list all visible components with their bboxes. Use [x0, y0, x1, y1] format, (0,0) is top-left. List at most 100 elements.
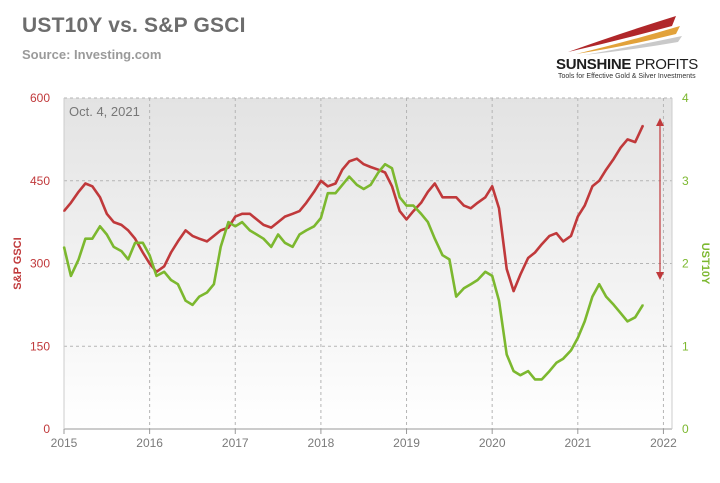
arrow-down-icon: [656, 272, 664, 280]
ust10y-data-point: [427, 221, 429, 223]
ust10y-data-point: [642, 304, 644, 306]
sunshine-profits-logo: SUNSHINE PROFITS Tools for Effective Gol…: [548, 12, 708, 82]
gsci-data-point: [99, 196, 101, 199]
ust10y-data-point: [548, 370, 551, 372]
gsci-data-point: [362, 163, 365, 165]
x-tick-label: 2022: [650, 436, 677, 450]
gsci-data-point: [412, 210, 415, 212]
gsci-data-point: [369, 166, 372, 168]
gsci-data-point: [270, 226, 273, 229]
ust10y-data-point: [198, 295, 201, 298]
ust10y-data-point: [291, 246, 294, 248]
ust10y-data-point: [277, 233, 279, 236]
ust10y-data-point: [491, 275, 494, 277]
gsci-data-point: [534, 251, 536, 254]
ust10y-data-point: [583, 320, 586, 323]
y-right-tick-label: 0: [682, 422, 689, 436]
ust10y-data-point: [470, 283, 472, 286]
gsci-data-point: [134, 237, 136, 240]
ust10y-data-point: [577, 337, 579, 339]
y-left-axis-title: S&P GSCI: [12, 237, 24, 289]
ust10y-data-point: [405, 204, 408, 207]
gsci-data-point: [334, 182, 337, 185]
gsci-data-point: [213, 235, 215, 237]
ust10y-data-point: [241, 221, 243, 223]
ust10y-data-point: [434, 237, 436, 240]
gsci-data-point: [298, 210, 301, 212]
ust10y-data-point: [519, 374, 522, 377]
y-left-tick-label: 600: [30, 91, 50, 105]
gsci-data-point: [642, 124, 644, 127]
y-right-tick-label: 1: [682, 339, 689, 353]
ust10y-data-point: [163, 271, 165, 273]
gsci-data-point: [484, 196, 487, 199]
gsci-data-point: [234, 215, 237, 218]
x-tick-label: 2021: [564, 436, 591, 450]
gsci-data-point: [505, 268, 508, 270]
gsci-data-point: [619, 146, 622, 149]
ust10y-data-point: [512, 370, 515, 372]
ust10y-data-point: [63, 246, 65, 248]
gsci-data-point: [591, 185, 594, 188]
gsci-data-point: [384, 171, 386, 174]
y-right-axis-title: UST10Y: [699, 243, 711, 285]
x-tick-label: 2017: [222, 436, 249, 450]
logo-swoosh-icon: [568, 16, 682, 55]
ust10y-data-point: [341, 184, 344, 186]
gsci-data-point: [491, 185, 494, 188]
gsci-data-point: [420, 202, 422, 204]
ust10y-data-point: [412, 204, 415, 207]
gsci-data-point: [70, 202, 72, 204]
ust10y-data-point: [598, 283, 600, 286]
gsci-data-point: [555, 232, 558, 234]
ust10y-data-point: [498, 299, 500, 302]
y-right-tick-label: 2: [682, 257, 689, 271]
gsci-data-point: [398, 210, 401, 212]
ust10y-data-point: [70, 275, 72, 277]
ust10y-data-point: [213, 283, 215, 286]
ust10y-data-point: [148, 254, 151, 256]
gsci-data-point: [127, 229, 129, 232]
logo-tagline: Tools for Effective Gold & Silver Invest…: [558, 73, 696, 80]
ust10y-data-point: [184, 299, 187, 302]
ust10y-data-point: [327, 192, 329, 194]
ust10y-data-point: [362, 188, 365, 190]
gsci-data-point: [291, 213, 294, 215]
gsci-data-point: [434, 182, 436, 185]
y-right-tick-label: 3: [682, 174, 689, 188]
ust10y-data-point: [320, 217, 322, 219]
gsci-data-point: [177, 240, 179, 243]
gsci-data-point: [348, 160, 351, 163]
gsci-data-point: [63, 210, 65, 212]
annotations: Oct. 4, 2021: [69, 104, 664, 280]
gsci-data-point: [84, 182, 87, 185]
x-tick-label: 2018: [308, 436, 335, 450]
ust10y-data-point: [170, 279, 172, 281]
gsci-data-point: [91, 185, 94, 188]
ust10y-data-point: [555, 362, 558, 364]
ust10y-data-point: [106, 233, 108, 236]
ust10y-data-point: [134, 242, 136, 244]
gsci-data-point: [598, 180, 600, 182]
y-left-tick-label: 300: [30, 257, 50, 271]
ust10y-data-point: [191, 304, 194, 306]
ust10y-data-point: [120, 250, 123, 252]
ust10y-data-point: [484, 271, 487, 273]
ust10y-data-point: [313, 225, 315, 228]
ust10y-data-point: [534, 378, 536, 381]
logo-name: SUNSHINE PROFITS: [556, 56, 698, 73]
gsci-data-point: [184, 229, 187, 232]
ust10y-data-point: [234, 225, 237, 228]
ust10y-data-point: [541, 378, 543, 381]
gsci-data-point: [241, 213, 243, 215]
gsci-data-point: [305, 202, 308, 204]
arrow-up-icon: [656, 118, 664, 126]
ust10y-data-point: [262, 237, 265, 240]
gsci-data-point: [148, 262, 151, 265]
gsci-data-point: [577, 215, 579, 218]
gsci-data-point: [463, 204, 465, 207]
ust10y-data-point: [155, 275, 158, 277]
gsci-data-point: [106, 213, 108, 215]
gsci-data-point: [262, 224, 265, 226]
